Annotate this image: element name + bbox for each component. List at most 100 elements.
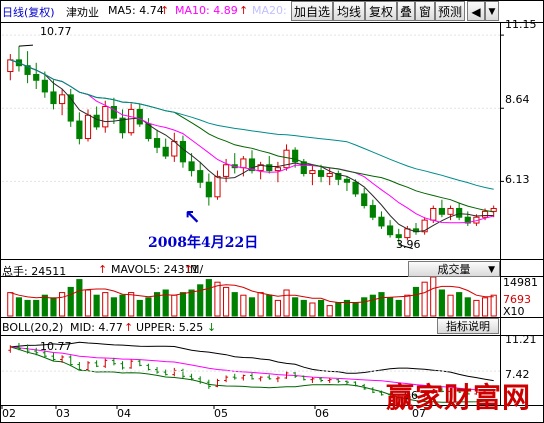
candle-body — [481, 210, 489, 218]
volume-bar — [283, 289, 290, 317]
price-tick-3: 6.13 — [505, 173, 530, 186]
low-price-label: 3.96 — [396, 238, 421, 251]
volume-bar — [248, 297, 256, 317]
candle-body — [205, 181, 212, 198]
volume-bar — [343, 299, 351, 317]
volume-bar — [119, 294, 126, 317]
volume-bar — [490, 294, 497, 317]
volume-bar — [136, 299, 143, 317]
stock-name: 津劝业 — [66, 6, 99, 19]
boll-mid-line — [10, 346, 494, 392]
volume-bar — [67, 286, 74, 317]
ma10-line — [10, 59, 494, 224]
volume-bar — [197, 284, 204, 317]
x-tick-02: 02 — [2, 407, 16, 420]
candle-body — [490, 207, 497, 212]
ma20-label: MA20: 5. — [252, 4, 301, 17]
predict-button[interactable]: 预测 — [435, 1, 465, 21]
volume-bar — [438, 289, 445, 317]
volume-dropdown-icon: ▼ — [488, 265, 495, 275]
boll-upper-line — [10, 341, 494, 382]
candle-body — [335, 173, 342, 180]
volume-panel-header: 总手: 24511 ↑ MAVOL5: 24311 ↑ M/ — [0, 261, 544, 278]
back-icon[interactable]: ◀ — [467, 1, 485, 21]
candle-body — [257, 164, 264, 172]
x-tick-07: 07 — [412, 407, 426, 420]
volume-up-arrow: ↑ — [98, 263, 108, 276]
volume-bar — [50, 297, 57, 317]
watermark: 赢家财富网 — [386, 381, 532, 414]
volume-bar — [335, 302, 342, 317]
mavol-up-arrow: ↑ — [184, 263, 194, 276]
volume-bar — [257, 292, 264, 317]
candle-body — [162, 146, 169, 157]
candle-body — [309, 170, 316, 175]
ma5-line — [10, 59, 494, 233]
volume-bar — [15, 297, 23, 317]
candle-body — [93, 114, 100, 128]
volume-bar — [456, 292, 463, 317]
x-tick-04: 04 — [117, 407, 131, 420]
restored-right-button[interactable]: 复权 — [365, 1, 397, 21]
boll-low-label: 96 — [404, 389, 418, 402]
candle-body — [456, 207, 463, 218]
volume-bar — [205, 279, 212, 317]
average-line-button[interactable]: 均线 — [333, 1, 365, 21]
candle-body — [136, 108, 143, 125]
candle-body — [240, 158, 247, 169]
boll-mid-up-arrow: ↑ — [124, 321, 134, 334]
volume-bar — [59, 292, 66, 317]
volume-bar — [317, 299, 325, 317]
candle-body — [41, 79, 48, 93]
boll-high-label: 10.77 — [40, 340, 72, 353]
candle-body — [179, 140, 187, 163]
indicator-help-button[interactable]: 指标说明 — [437, 318, 499, 334]
candle-body — [128, 108, 135, 134]
volume-bar — [352, 302, 359, 317]
candle-body — [214, 175, 221, 198]
boll-upper-label: UPPER: 5.25 — [136, 321, 204, 334]
candle-body — [387, 225, 394, 236]
volume-bar — [387, 297, 394, 317]
window-button[interactable]: 窗 — [415, 1, 435, 21]
mavol-label: MAVOL5: 24311 — [111, 263, 199, 276]
volume-bar — [326, 305, 333, 317]
candle-body — [153, 138, 161, 148]
volume-type-select[interactable]: 成交量 ▼ — [408, 261, 500, 277]
candle-body — [197, 170, 204, 183]
volume-tick-2: 7693 — [503, 293, 531, 306]
candle-body — [438, 207, 445, 215]
volume-bar — [93, 294, 100, 317]
ma10-label: MA10: 4.89 — [175, 4, 238, 17]
volume-bar — [266, 294, 273, 317]
candle-body — [404, 228, 411, 239]
candle-body — [84, 114, 92, 140]
add-custom-button[interactable]: 加自选 — [291, 1, 333, 21]
ma5-up-arrow: ↑ — [160, 4, 170, 17]
menu-icon[interactable]: ▼ — [485, 1, 499, 21]
candle-body — [421, 219, 428, 233]
candle-body — [24, 65, 31, 75]
chart-name: 日线(复权) — [2, 6, 55, 19]
candle-body — [274, 167, 281, 172]
boll-label: BOLL(20,2) — [2, 321, 64, 334]
volume-unit: X10 — [503, 305, 525, 318]
chart-header: 日线(复权) 津劝业 MA5: 4.74 ↑ MA10: 4.89 ↑ MA20… — [0, 0, 544, 22]
candle-body — [447, 207, 454, 215]
candle-body — [430, 207, 437, 221]
boll-tick-1: 11.21 — [505, 333, 537, 346]
candle-body — [266, 164, 273, 172]
candle-body — [464, 216, 471, 224]
candle-body — [223, 164, 230, 177]
ma5-label: MA5: 4.74 — [108, 4, 164, 17]
ma10-up-arrow: ↑ — [239, 4, 249, 17]
x-tick-06: 06 — [315, 407, 329, 420]
candle-body — [59, 94, 66, 105]
high-price-label: 10.77 — [40, 25, 72, 38]
volume-bar — [102, 292, 109, 317]
overlay-button[interactable]: 叠 — [397, 1, 415, 21]
candle-body — [145, 123, 152, 140]
boll-tick-2: 7.42 — [505, 368, 530, 381]
volume-bar — [179, 292, 187, 317]
